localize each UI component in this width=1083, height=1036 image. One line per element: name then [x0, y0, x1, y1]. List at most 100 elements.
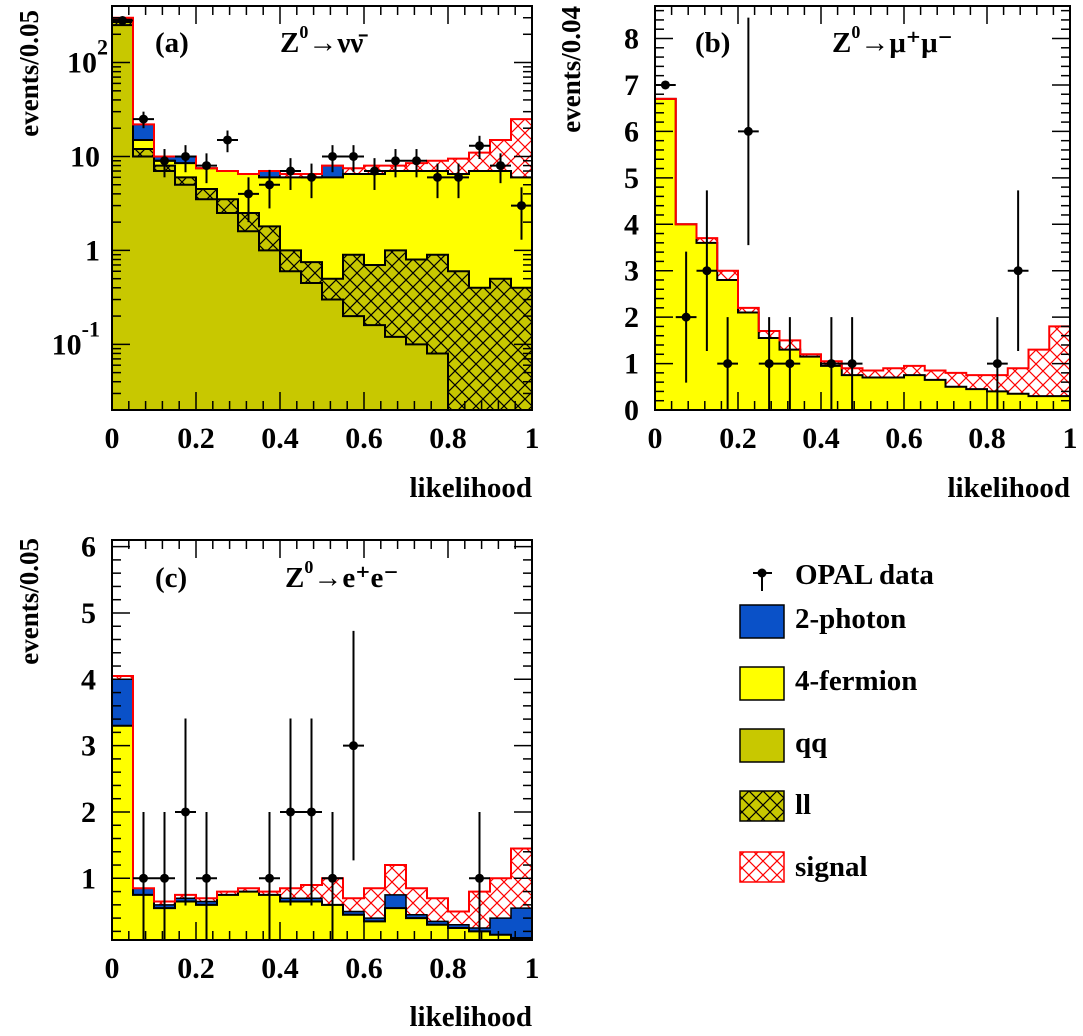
legend-item-qq: qq — [739, 727, 827, 763]
data-point — [322, 811, 343, 940]
data-point — [1007, 190, 1029, 352]
legend-item-two-photon: 2-photon — [739, 603, 906, 639]
x-tick-label: 0.8 — [429, 422, 467, 455]
x-tick-label: 0 — [648, 422, 663, 455]
y-tick-label: 4 — [81, 663, 96, 696]
panel-a: 0 0.2 0.4 0.6 0.8 1 10-1 1 10 102 (a) Z0→νν̄ like… — [14, 5, 540, 504]
y-tick-label: 8 — [624, 23, 639, 56]
data-point — [280, 718, 301, 906]
data-point — [259, 811, 280, 940]
x-tick-label: 0.8 — [968, 422, 1006, 455]
data-point — [301, 163, 322, 199]
y-tick-label: 5 — [81, 597, 96, 630]
qq-outline — [112, 24, 532, 411]
data-point — [259, 169, 280, 209]
legend-swatch-signal — [739, 851, 785, 883]
x-tick-label: 0 — [105, 952, 120, 985]
plot-frame — [111, 539, 533, 941]
two-photon-outline — [112, 678, 532, 929]
y-tick-label: 3 — [81, 730, 96, 763]
legend-label-ll: ll — [795, 789, 811, 821]
y-tick-label: 1 — [85, 234, 100, 267]
y-tick-label: 10-1 — [52, 316, 100, 361]
data-point — [675, 251, 697, 383]
data-point — [821, 317, 842, 410]
legend-item-signal: signal — [739, 851, 868, 883]
x-tick-label: 0.8 — [429, 952, 467, 985]
four-fermion-area — [112, 725, 532, 940]
x-tick-label: 0.6 — [345, 952, 383, 985]
y-tick-label: 102 — [67, 35, 108, 80]
legend-swatch-four-fermion — [739, 666, 785, 701]
y-tick-label: 1 — [81, 862, 96, 895]
ll-outline — [112, 21, 532, 289]
x-tick-label: 0.2 — [177, 422, 215, 455]
data-point — [717, 317, 738, 410]
panel-title: Z0→e⁺e⁻ — [285, 557, 399, 594]
data-point — [301, 718, 322, 906]
legend-label-qq: qq — [795, 727, 827, 759]
plot-frame — [111, 5, 533, 411]
data-point — [343, 145, 364, 173]
data-point — [841, 317, 863, 410]
data-point — [655, 80, 676, 90]
data-point — [758, 317, 780, 410]
x-tick-label: 0.4 — [802, 422, 840, 455]
data-point — [738, 17, 759, 246]
y-tick-label: 1 — [624, 348, 639, 381]
y-tick-label: 7 — [624, 69, 639, 102]
panel-b: 0 0.2 0.4 0.6 0.8 1 0 1 2 3 4 5 6 7 8 (b) Z0→μ⁺μ⁻ like… — [556, 5, 1078, 504]
data-point — [469, 135, 490, 160]
y-axis-label: events/0.05 — [14, 10, 44, 137]
x-tick-label: 0.6 — [345, 422, 383, 455]
data-point — [448, 163, 469, 199]
plot-frame — [654, 5, 1071, 411]
data-point — [175, 145, 196, 173]
panel-title: Z0→νν̄ — [280, 22, 368, 59]
y-tick-label: 0 — [624, 394, 639, 427]
y-tick-label: 4 — [624, 208, 639, 241]
data-point — [175, 718, 196, 906]
data-point — [322, 145, 343, 173]
panel-label: (a) — [155, 27, 189, 59]
data-point — [364, 158, 385, 190]
legend-item-four-fermion: 4-fermion — [739, 665, 917, 701]
y-tick-label: 5 — [624, 162, 639, 195]
data-point — [154, 149, 175, 178]
x-tick-label: 0.2 — [177, 952, 215, 985]
legend-swatch-ll — [739, 790, 785, 822]
x-tick-label: 0.2 — [719, 422, 757, 455]
panel-label: (b) — [695, 27, 730, 59]
data-point — [427, 163, 448, 199]
y-axis-label: events/0.04 — [556, 6, 586, 133]
data-point — [196, 153, 217, 184]
y-axis-label: events/0.05 — [14, 538, 44, 665]
panel-label: (c) — [155, 562, 187, 594]
qq-area — [112, 25, 532, 411]
panel-title: Z0→μ⁺μ⁻ — [832, 22, 953, 59]
data-point — [133, 111, 154, 129]
y-tick-label: 6 — [81, 531, 96, 564]
data-point — [696, 190, 718, 352]
legend-item-data: OPAL data — [753, 559, 934, 591]
x-axis-label: likelihood — [410, 1001, 533, 1033]
x-tick-label: 1 — [525, 952, 540, 985]
x-axis-label: likelihood — [410, 472, 533, 504]
data-point — [238, 177, 259, 223]
legend-label-two-photon: 2-photon — [795, 603, 906, 635]
legend-label-four-fermion: 4-fermion — [795, 665, 917, 697]
y-tick-label: 6 — [624, 115, 639, 148]
x-tick-label: 1 — [525, 422, 540, 455]
data-point — [406, 149, 427, 178]
data-point — [385, 149, 406, 178]
x-tick-label: 1 — [1063, 422, 1078, 455]
x-tick-label: 0 — [105, 422, 120, 455]
x-tick-label: 0.6 — [885, 422, 923, 455]
panel-c: 0 0.2 0.4 0.6 0.8 1 1 2 3 4 5 6 (c) Z0→e⁺e⁻ likelih… — [14, 531, 540, 1033]
data-point — [280, 158, 301, 190]
y-tick-label: 10 — [70, 140, 100, 173]
legend-swatch-two-photon — [739, 604, 785, 639]
y-tick-label: 2 — [624, 301, 639, 334]
data-point — [779, 317, 801, 410]
